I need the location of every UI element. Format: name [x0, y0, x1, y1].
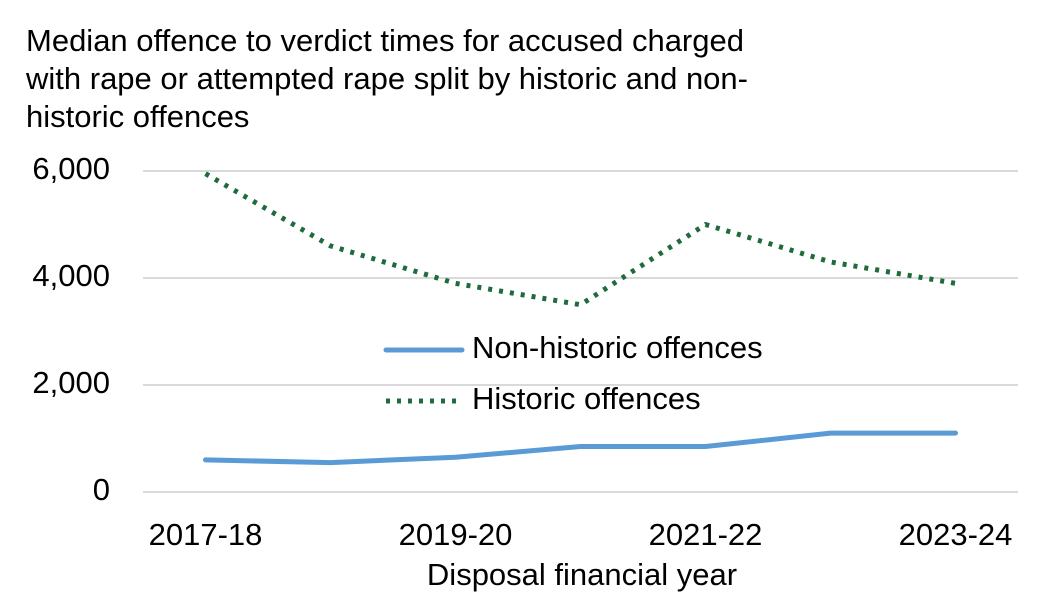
x-axis-label: Disposal financial year: [427, 557, 737, 592]
x-tick-label: 2017-18: [149, 517, 263, 552]
y-tick-label: 0: [93, 472, 110, 507]
x-tick-label: 2021-22: [649, 517, 763, 552]
y-tick-label: 4,000: [32, 258, 110, 293]
chart-title: Median offence to verdict times for accu…: [26, 23, 748, 134]
legend-label: Non-historic offences: [472, 330, 763, 365]
x-tick-label: 2023-24: [899, 517, 1013, 552]
y-tick-label: 6,000: [32, 151, 110, 186]
series-line: [203, 430, 958, 466]
x-tick-label: 2019-20: [399, 517, 513, 552]
series-line: [204, 171, 956, 308]
legend-label: Historic offences: [472, 381, 701, 416]
y-tick-label: 2,000: [32, 365, 110, 400]
